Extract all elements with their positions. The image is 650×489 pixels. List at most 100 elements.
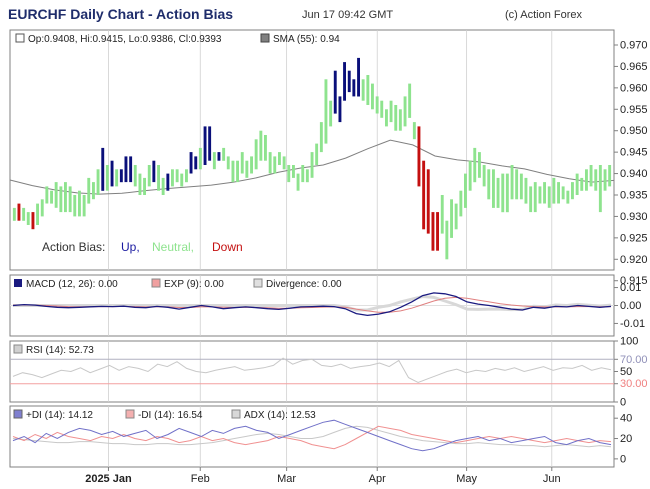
price-bar-neutral xyxy=(547,186,551,208)
macd-y-axis: 0.01 0.00 -0.01 xyxy=(614,282,645,330)
price-bar-neutral xyxy=(147,165,151,187)
y-tick-label: -0.01 xyxy=(620,318,645,330)
price-bar-neutral xyxy=(380,100,384,118)
price-bar-neutral xyxy=(185,169,188,183)
price-bar-neutral xyxy=(375,96,379,114)
price-bar-up xyxy=(189,152,193,174)
price-bar-neutral xyxy=(254,139,258,170)
price-bar-neutral xyxy=(580,177,584,191)
price-bar-up xyxy=(124,156,128,183)
price-bar-neutral xyxy=(268,152,272,174)
copyright-notice: (c) Action Forex xyxy=(505,9,583,21)
price-bar-neutral xyxy=(45,186,49,204)
plus-di-legend-swatch xyxy=(13,409,23,419)
price-bar-neutral xyxy=(473,147,477,183)
price-bar-neutral xyxy=(585,169,588,191)
price-bar-neutral xyxy=(105,165,109,191)
price-bar-neutral xyxy=(468,160,472,191)
price-bar-neutral xyxy=(133,165,137,187)
y-tick-label: 100 xyxy=(620,336,638,348)
bias-legend-down: Down xyxy=(212,240,243,254)
x-tick-label: Mar xyxy=(277,473,296,485)
price-bar-up xyxy=(352,79,356,97)
divergence-legend-text: Divergence: 0.00 xyxy=(266,279,342,290)
price-bar-neutral xyxy=(389,100,393,123)
price-bar-neutral xyxy=(54,182,58,208)
price-bar-neutral xyxy=(245,160,249,178)
price-bar-neutral xyxy=(64,182,67,213)
ohlc-legend-text: Op:0.9408, Hi:0.9415, Lo:0.9386, Cl:0.93… xyxy=(28,34,222,45)
price-bar-up xyxy=(347,70,351,93)
chart-timestamp: Jun 17 09:42 GMT xyxy=(302,9,394,21)
price-bar-up xyxy=(203,126,207,165)
price-bar-up xyxy=(217,152,221,161)
y-tick-label: 0.955 xyxy=(620,104,648,116)
price-bar-neutral xyxy=(603,169,607,191)
bias-legend-label: Action Bias: xyxy=(42,240,105,254)
dmi-y-axis: 40 20 0 xyxy=(614,413,632,465)
price-bar-up xyxy=(110,160,114,187)
price-bar-neutral xyxy=(566,190,570,204)
x-tick-label: 2025 Jan xyxy=(85,473,132,485)
price-bar-neutral xyxy=(450,199,453,238)
adx-legend-text: ADX (14): 12.53 xyxy=(244,410,316,421)
price-bar-neutral xyxy=(36,203,39,225)
macd-legend-text: MACD (12, 26): 0.00 xyxy=(26,279,118,290)
price-bar-neutral xyxy=(143,177,146,195)
price-bar-neutral xyxy=(561,186,565,200)
price-bar-up xyxy=(357,57,360,97)
price-bar-neutral xyxy=(385,109,388,127)
price-bar-down xyxy=(422,160,426,230)
price-bar-neutral xyxy=(412,122,416,140)
price-bar-neutral xyxy=(87,177,91,204)
x-tick-label: Feb xyxy=(191,473,210,485)
price-bar-up xyxy=(333,70,337,114)
y-tick-label: 0 xyxy=(620,453,626,465)
rsi-line xyxy=(12,357,612,384)
macd-panel: 0.01 0.00 -0.01 MACD (12, 26): 0.00 EXP (9… xyxy=(9,274,645,337)
price-bar-neutral xyxy=(240,152,244,174)
price-bar-neutral xyxy=(40,199,44,217)
y-tick-label: 0.930 xyxy=(620,211,648,223)
price-bar-neutral xyxy=(161,177,165,195)
price-bar-down xyxy=(31,212,35,230)
adx-legend-swatch xyxy=(231,409,241,419)
price-bar-neutral xyxy=(250,156,253,174)
price-bar-neutral xyxy=(296,173,300,191)
price-bar-neutral xyxy=(552,177,556,204)
price-bar-neutral xyxy=(464,173,467,208)
price-bar-neutral xyxy=(12,207,16,221)
price-bar-neutral xyxy=(157,165,160,191)
price-bar-neutral xyxy=(505,173,509,213)
price-bar-up xyxy=(119,169,123,183)
y-tick-label: 0.920 xyxy=(620,254,648,266)
price-bar-neutral xyxy=(198,147,202,170)
y-tick-label: 0.945 xyxy=(620,147,648,159)
y-tick-label: 0.960 xyxy=(620,82,648,94)
y-tick-label: 70.00 xyxy=(620,354,648,366)
price-bar-up xyxy=(101,147,105,191)
exp-legend-text: EXP (9): 0.00 xyxy=(164,279,224,290)
minus-di-legend-swatch xyxy=(125,409,135,419)
price-bar-neutral xyxy=(478,152,481,178)
price-bar-neutral xyxy=(259,130,263,161)
price-bar-neutral xyxy=(594,169,598,191)
price-bars xyxy=(12,57,612,260)
price-bar-neutral xyxy=(96,169,100,195)
rsi-legend-swatch xyxy=(13,344,23,354)
price-bar-neutral xyxy=(589,165,593,187)
y-tick-label: 40 xyxy=(620,413,632,425)
x-tick-label: Apr xyxy=(369,473,386,485)
y-tick-label: 0.01 xyxy=(620,282,641,294)
price-bar-up xyxy=(194,156,198,170)
price-bar-neutral xyxy=(394,105,398,131)
price-bar-neutral xyxy=(533,182,537,213)
price-bar-neutral xyxy=(366,75,370,105)
price-bar-neutral xyxy=(315,143,319,165)
price-bar-neutral xyxy=(519,173,523,200)
price-bar-neutral xyxy=(319,122,323,153)
price-bar-neutral xyxy=(115,169,119,187)
price-bar-neutral xyxy=(73,195,77,217)
price-bar-down xyxy=(431,212,435,251)
